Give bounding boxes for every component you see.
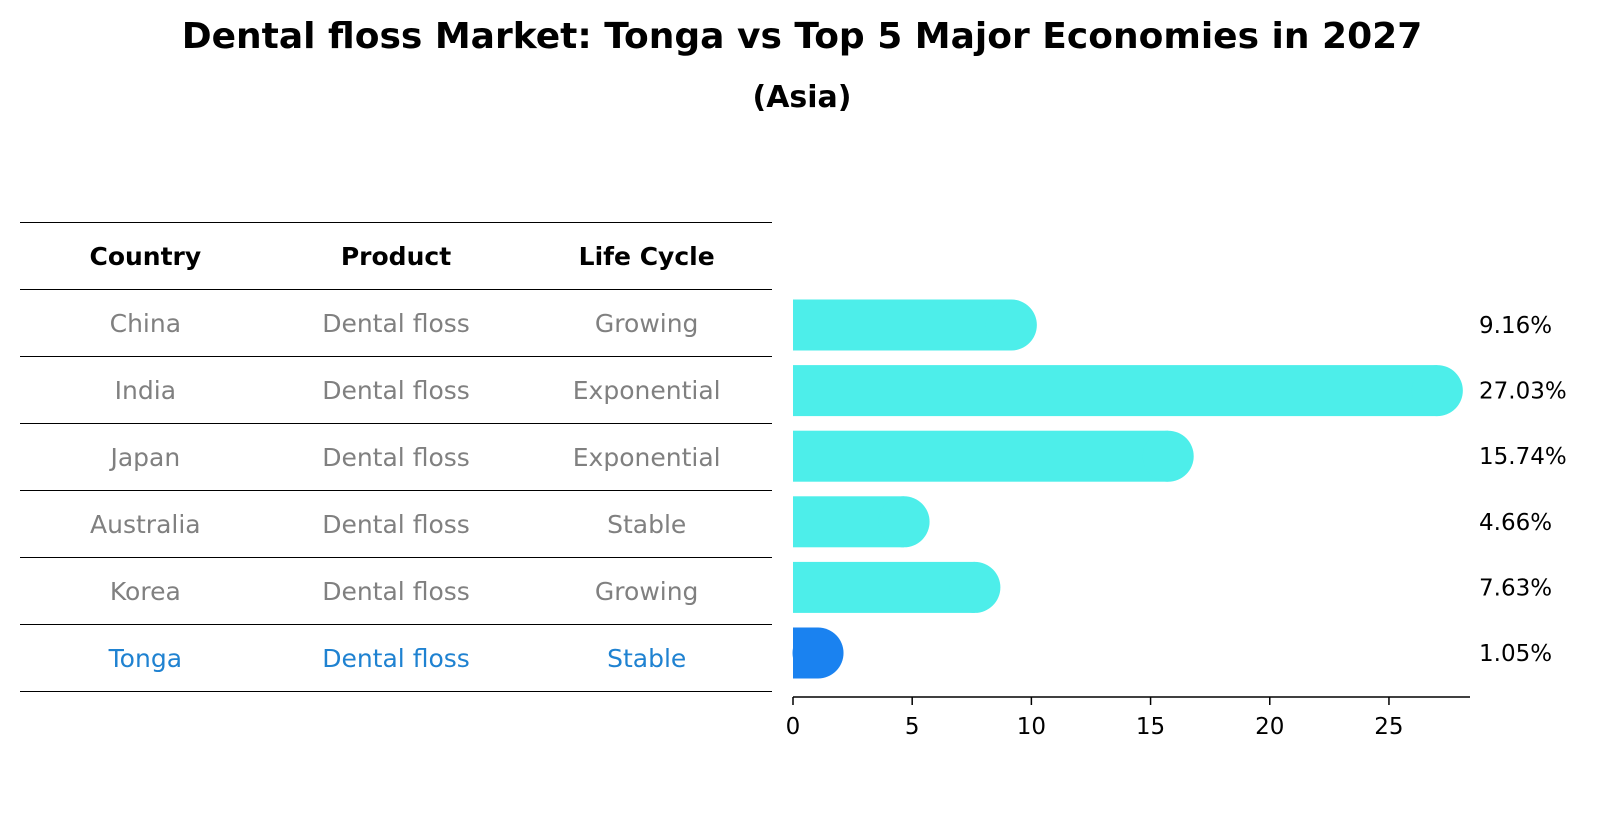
- chart-title: Dental floss Market: Tonga vs Top 5 Majo…: [181, 16, 1423, 57]
- value-label-japan: 15.74%: [1479, 444, 1567, 470]
- table-row-highlighted: Tonga Dental floss Stable: [20, 624, 772, 692]
- bar-cap-australia: [878, 496, 930, 548]
- bar-china: [793, 299, 1012, 351]
- value-label-india: 27.03%: [1479, 379, 1567, 405]
- data-table: Country Product Life Cycle China Dental …: [20, 222, 772, 692]
- cell-country: Tonga: [108, 643, 183, 673]
- x-tick-label: 20: [1255, 714, 1284, 740]
- cell-life-cycle: Growing: [594, 308, 699, 338]
- x-tick-label: 5: [905, 714, 920, 740]
- value-label-australia: 4.66%: [1479, 510, 1552, 536]
- bar-japan: [793, 430, 1169, 482]
- table-row: Australia Dental floss Stable: [20, 490, 772, 557]
- bar-cap-tonga: [792, 627, 844, 679]
- cell-product: Dental floss: [322, 509, 470, 539]
- table-row: Korea Dental floss Growing: [20, 557, 772, 624]
- header-life-cycle: Life Cycle: [578, 241, 715, 271]
- cell-product: Dental floss: [322, 643, 470, 673]
- value-label-china: 9.16%: [1479, 313, 1552, 339]
- cell-life-cycle: Exponential: [572, 375, 721, 405]
- cell-life-cycle: Stable: [607, 509, 687, 539]
- bar-korea: [793, 561, 975, 613]
- x-tick-label: 15: [1136, 714, 1165, 740]
- x-tick-label: 0: [786, 714, 801, 740]
- bar-cap-korea: [949, 561, 1001, 613]
- cell-product: Dental floss: [322, 576, 470, 606]
- cell-product: Dental floss: [322, 375, 470, 405]
- bar-cap-china: [985, 299, 1037, 351]
- bar-cap-japan: [1142, 430, 1194, 482]
- table-header-row: Country Product Life Cycle: [20, 222, 772, 289]
- value-label-korea: 7.63%: [1479, 575, 1552, 601]
- bar-india: [793, 365, 1438, 417]
- cell-country: India: [114, 375, 177, 405]
- cell-life-cycle: Exponential: [572, 442, 721, 472]
- table-row: India Dental floss Exponential: [20, 356, 772, 423]
- header-country: Country: [89, 241, 202, 271]
- cell-life-cycle: Growing: [594, 576, 699, 606]
- table-row: Japan Dental floss Exponential: [20, 423, 772, 490]
- cell-life-cycle: Stable: [607, 643, 687, 673]
- table-row: China Dental floss Growing: [20, 289, 772, 356]
- cell-product: Dental floss: [322, 308, 470, 338]
- cell-product: Dental floss: [322, 442, 470, 472]
- cell-country: Japan: [110, 442, 181, 472]
- header-product: Product: [340, 241, 452, 271]
- chart-subtitle: (Asia): [752, 80, 852, 115]
- cell-country: Korea: [109, 576, 181, 606]
- cell-country: Australia: [90, 509, 201, 539]
- x-tick-label: 10: [1017, 714, 1046, 740]
- value-label-tonga: 1.05%: [1479, 641, 1552, 667]
- bar-cap-india: [1411, 365, 1463, 417]
- x-tick-label: 25: [1374, 714, 1403, 740]
- cell-country: China: [109, 308, 182, 338]
